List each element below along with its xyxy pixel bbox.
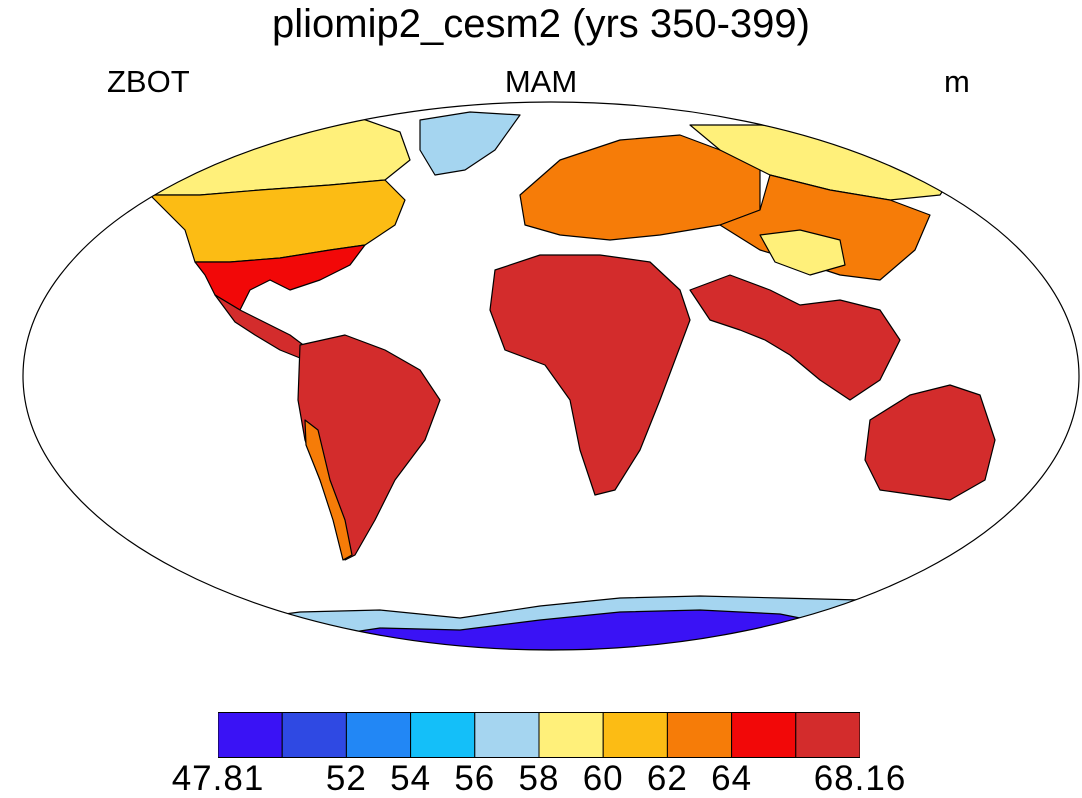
colorbar-label: 60 [582, 759, 624, 798]
colorbar-label: 52 [325, 759, 367, 798]
region-africa [489, 254, 691, 496]
region-australia [864, 384, 996, 501]
colorbar-box [602, 712, 668, 758]
colorbar-box [795, 712, 860, 758]
season-label: MAM [504, 64, 578, 99]
colorbar-label: 47.81 [171, 759, 265, 798]
colorbar-label: 54 [390, 759, 432, 798]
colorbar-labels: 47.81 52 54 56 58 60 62 64 68.16 [0, 760, 1082, 798]
colorbar-box [410, 712, 476, 758]
region-south-asia [689, 274, 901, 401]
region-central-america [214, 294, 311, 359]
colorbar-box [666, 712, 733, 758]
colorbar-label: 58 [518, 759, 560, 798]
region-greenland [419, 111, 521, 176]
colorbar [218, 712, 860, 758]
world-map [22, 101, 1080, 651]
colorbar-box [281, 712, 347, 758]
colorbar-box [345, 712, 412, 758]
region-andes [304, 419, 353, 561]
map-title: pliomip2_cesm2 (yrs 350-399) [271, 2, 810, 46]
colorbar-label: 64 [711, 759, 753, 798]
variable-label: ZBOT [107, 64, 190, 99]
colorbar-box [731, 712, 797, 758]
region-tibet [759, 229, 846, 276]
colorbar-box [218, 712, 283, 758]
colorbar-label: 68.16 [813, 759, 907, 798]
map-frame [22, 101, 1080, 651]
units-label: m [944, 64, 970, 99]
colorbar-box [538, 712, 604, 758]
colorbar-box [474, 712, 540, 758]
colorbar-label: 62 [646, 759, 688, 798]
colorbar-label: 56 [454, 759, 496, 798]
